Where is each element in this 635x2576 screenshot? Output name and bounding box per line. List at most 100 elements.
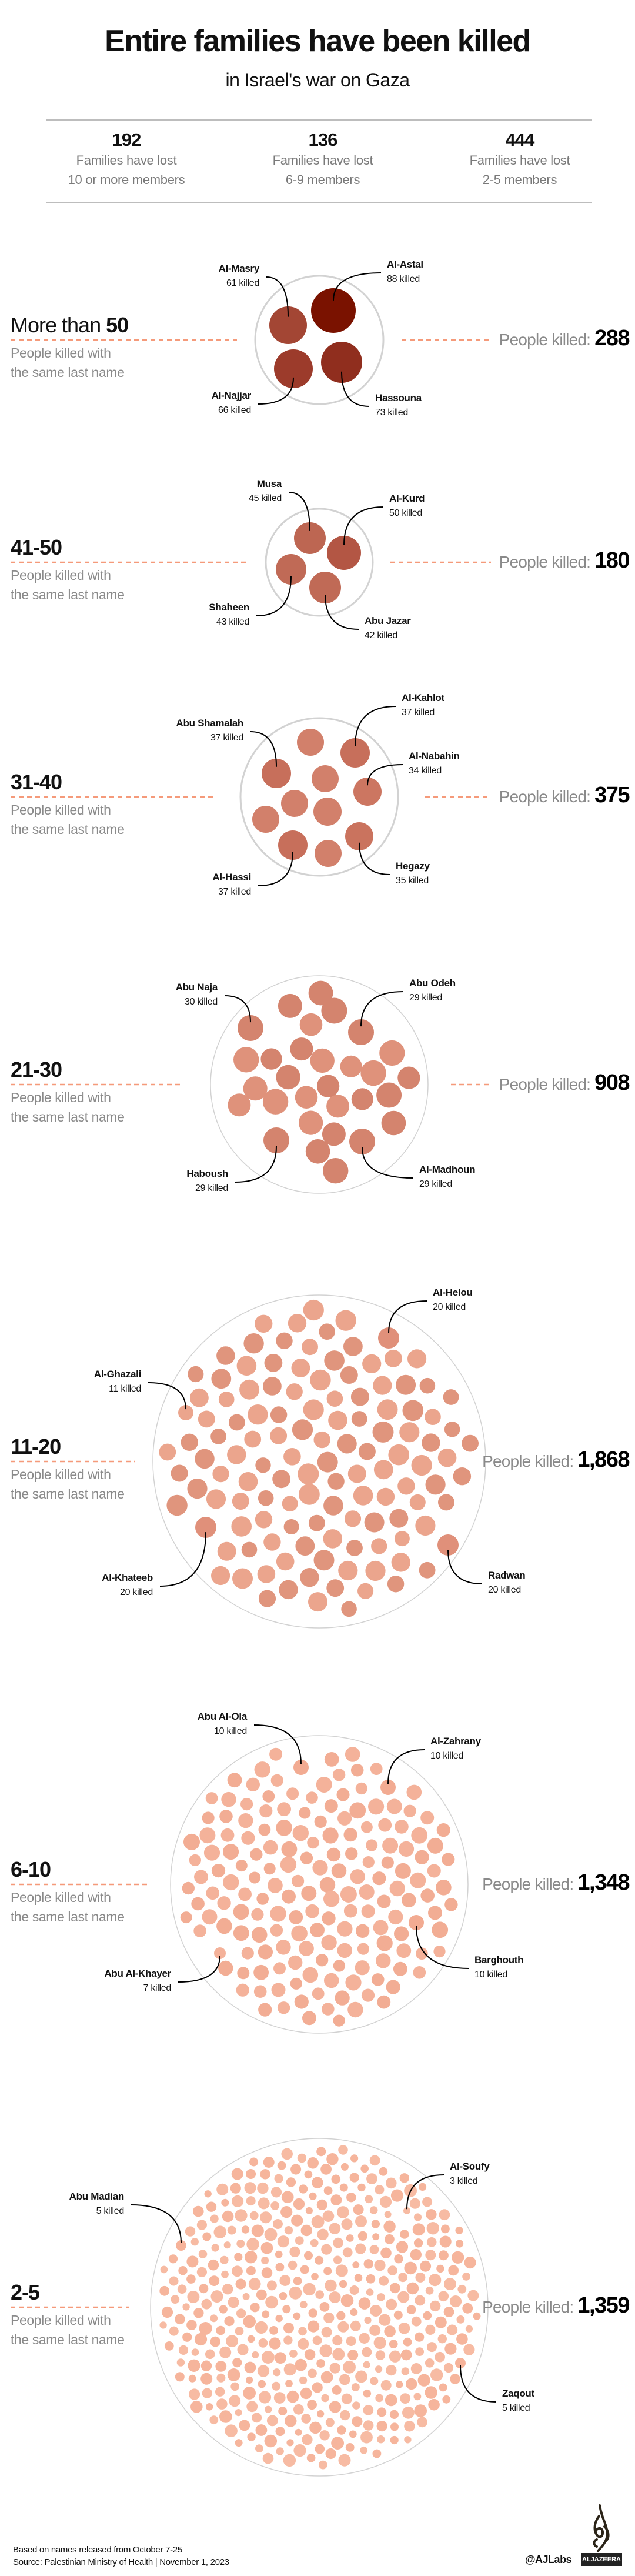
family-bubble	[427, 1837, 443, 1854]
leader-line	[224, 995, 251, 1023]
family-name: Barghouth	[474, 1954, 524, 1966]
family-bubble	[433, 1946, 446, 1958]
family-bubble	[462, 1434, 479, 1452]
family-bubble	[315, 840, 342, 867]
leader-line	[253, 1724, 302, 1764]
family-bubble	[351, 1088, 373, 1110]
family-bubble	[276, 1332, 293, 1349]
family-bubble	[373, 2337, 386, 2350]
family-bubble	[270, 2201, 280, 2210]
stat-label: 6-9 members	[285, 172, 360, 187]
family-bubble	[298, 2338, 309, 2350]
family-bubble	[419, 1561, 436, 1579]
total-value: 908	[594, 1070, 630, 1095]
family-bubble	[437, 1448, 457, 1467]
family-bubble	[426, 2222, 439, 2235]
family-bubble	[213, 2225, 227, 2238]
family-bubble	[413, 2238, 423, 2248]
family-killed-count: 35 killed	[396, 876, 429, 886]
family-bubble	[400, 2349, 412, 2361]
family-bubble	[244, 2182, 256, 2194]
family-bubble	[319, 2344, 333, 2357]
family-killed-count: 3 killed	[450, 2176, 478, 2186]
family-bubble	[298, 1463, 319, 1485]
family-bubble	[379, 2314, 391, 2326]
leader-line	[250, 731, 277, 767]
family-bubble	[258, 1944, 273, 1960]
family-bubble	[209, 2415, 219, 2425]
family-bubble	[258, 1490, 274, 1506]
section-1-chart	[11, 492, 491, 630]
family-name: Al-Ghazali	[93, 1369, 141, 1380]
family-bubble	[272, 1470, 290, 1489]
family-bubble	[377, 2435, 385, 2444]
family-bubble	[323, 2312, 335, 2324]
family-bubble	[349, 1802, 366, 1819]
family-bubble	[349, 2173, 359, 2183]
family-bubble	[410, 1872, 426, 1888]
family-bubble	[343, 1828, 357, 1842]
family-bubble	[339, 2374, 350, 2385]
family-bubble	[456, 2333, 468, 2345]
family-bubble	[280, 2206, 293, 2218]
section-total: People killed: 375	[499, 783, 630, 808]
family-bubble	[377, 2293, 385, 2301]
family-bubble	[166, 1494, 188, 1516]
family-bubble	[425, 1474, 446, 1495]
family-bubble	[377, 1894, 391, 1908]
family-bubble	[386, 2365, 397, 2376]
family-bubble	[371, 1538, 387, 1554]
family-bubble	[373, 1376, 392, 1395]
family-bubble	[289, 2350, 298, 2358]
section-subtitle: People killed with the same last name	[11, 2311, 125, 2350]
family-bubble	[260, 2241, 273, 2254]
family-bubble	[258, 2380, 266, 2388]
family-bubble	[333, 2255, 342, 2264]
family-bubble	[164, 2341, 174, 2351]
family-bubble	[275, 2314, 283, 2323]
family-bubble	[236, 1356, 257, 1376]
family-bubble	[374, 2260, 386, 2271]
family-label: Abu Madian 5 killed	[69, 2190, 125, 2218]
family-bubble	[211, 1864, 226, 1878]
family-bubble	[337, 2321, 349, 2333]
family-bubble-labeled	[195, 1517, 216, 1538]
family-bubble	[386, 1980, 400, 1994]
section-title: 21-30	[11, 1057, 62, 1082]
family-bubble	[282, 2305, 291, 2314]
family-bubble	[324, 1350, 345, 1371]
family-label: Shaheen 43 killed	[209, 600, 249, 629]
family-bubble	[219, 2346, 232, 2358]
family-bubble	[406, 2305, 416, 2314]
family-bubble	[422, 2197, 433, 2207]
stat-label: 10 or more members	[68, 172, 185, 187]
leader-line	[359, 842, 390, 875]
family-bubble	[216, 2183, 229, 2195]
family-bubble	[326, 1095, 350, 1118]
family-bubble	[256, 2289, 267, 2300]
family-bubble	[264, 1354, 283, 1372]
family-bubble	[416, 1947, 428, 1960]
family-bubble	[341, 2393, 353, 2404]
leader-line	[460, 2365, 497, 2403]
family-bubble	[292, 1825, 309, 1841]
stat-6-9: 136 Families have lost 6-9 members	[235, 129, 411, 189]
leader-line	[178, 1956, 220, 1983]
family-bubble	[364, 1512, 385, 1533]
family-bubble	[394, 1531, 410, 1547]
family-label: Al-Najjar 66 killed	[212, 389, 252, 418]
family-bubble	[337, 1434, 357, 1454]
family-bubble	[257, 1565, 276, 1583]
family-bubble-labeled	[311, 288, 356, 333]
family-bubble	[246, 2376, 253, 2384]
family-bubble	[190, 1388, 209, 1407]
family-bubble	[404, 2421, 415, 2432]
family-bubble	[205, 2349, 215, 2360]
family-bubble	[178, 2266, 188, 2275]
family-bubble	[338, 2145, 348, 2155]
family-bubble	[387, 1576, 405, 1593]
total-value: 1,868	[577, 1447, 630, 1472]
family-name: Abu Al-Ola	[197, 1711, 248, 1722]
family-bubble	[436, 1823, 450, 1837]
family-bubble	[383, 2220, 396, 2233]
